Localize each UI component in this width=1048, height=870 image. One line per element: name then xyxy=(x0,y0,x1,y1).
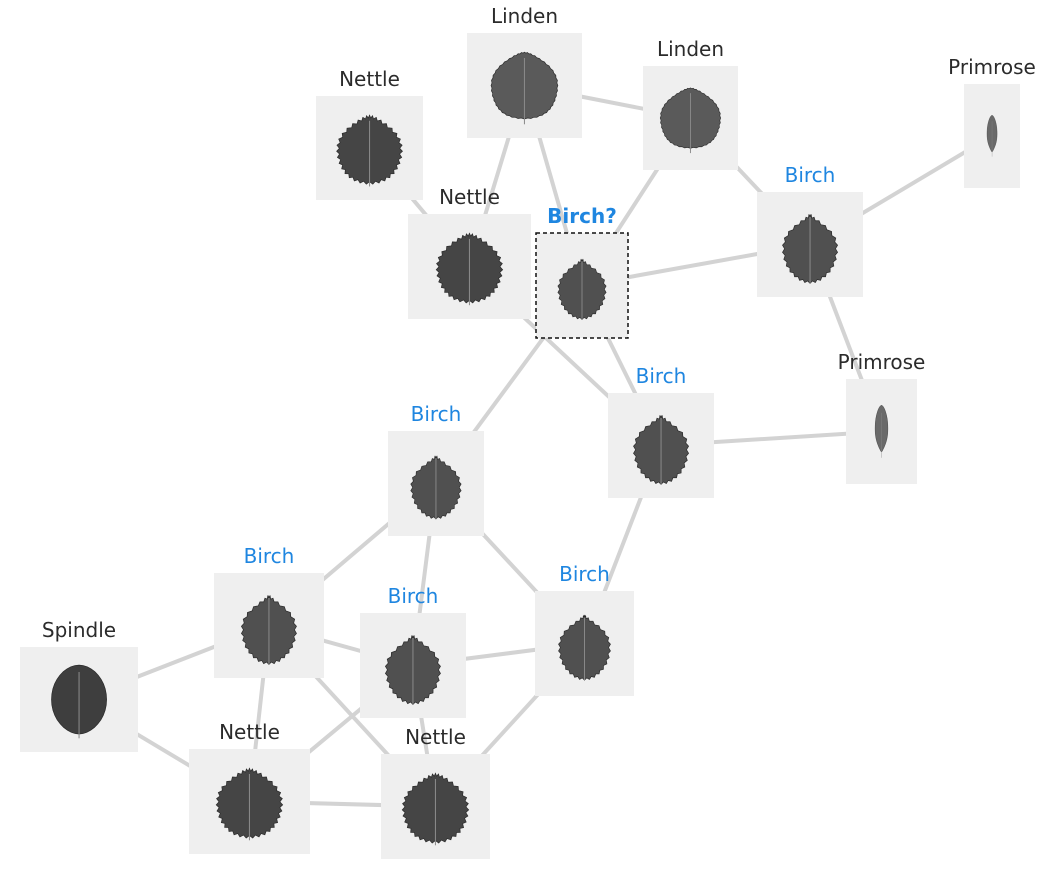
nettle-leaf-icon xyxy=(435,232,504,306)
birch-leaf-icon xyxy=(633,414,690,485)
node-label: Primrose xyxy=(948,55,1036,79)
node-label: Birch xyxy=(559,562,610,586)
node-birch-center: Birch xyxy=(388,402,484,536)
node-birch-right: Birch xyxy=(757,163,863,297)
node-primrose-mid: Primrose xyxy=(838,350,926,484)
node-label: Nettle xyxy=(439,185,500,209)
nettle-leaf-icon xyxy=(215,767,284,841)
node-label: Linden xyxy=(657,37,724,61)
nettle-leaf-icon xyxy=(336,114,403,187)
node-label: Birch xyxy=(388,584,439,608)
primrose-leaf-icon xyxy=(986,115,998,157)
node-birch-lowright: Birch xyxy=(535,562,634,696)
node-label: Birch xyxy=(785,163,836,187)
node-label: Spindle xyxy=(42,618,116,642)
node-label: Nettle xyxy=(405,725,466,749)
node-label: Birch? xyxy=(547,204,617,228)
primrose-leaf-icon xyxy=(874,405,889,458)
node-label: Nettle xyxy=(219,720,280,744)
node-label: Linden xyxy=(491,4,558,28)
node-birch-left: Birch xyxy=(214,544,324,678)
node-birch-lowcenter: Birch xyxy=(360,584,466,718)
birch-leaf-icon xyxy=(558,614,611,681)
node-nettle-bottom: Nettle xyxy=(381,725,490,859)
node-spindle: Spindle xyxy=(20,618,138,752)
spindle-leaf-icon xyxy=(51,664,107,739)
birch-leaf-icon xyxy=(384,635,441,705)
node-linden-right: Linden xyxy=(643,37,738,170)
node-linden-top: Linden xyxy=(467,4,582,138)
node-nettle-center: Nettle xyxy=(408,185,531,319)
node-label: Birch xyxy=(636,364,687,388)
node-nettle-topleft: Nettle xyxy=(316,67,423,200)
birch-leaf-icon xyxy=(410,455,462,520)
birch-leaf-icon xyxy=(240,595,297,665)
linden-leaf-icon xyxy=(490,51,559,125)
node-nettle-bottomleft: Nettle xyxy=(189,720,310,854)
node-label: Birch xyxy=(411,402,462,426)
node-primrose-top: Primrose xyxy=(948,55,1036,188)
node-label: Birch xyxy=(244,544,295,568)
birch-leaf-icon xyxy=(782,213,839,284)
linden-leaf-icon xyxy=(659,87,722,154)
birch-leaf-icon xyxy=(557,258,607,321)
query-highlight-border xyxy=(535,232,629,339)
node-label: Primrose xyxy=(838,350,926,374)
node-label: Nettle xyxy=(339,67,400,91)
node-birch-mid: Birch xyxy=(608,364,714,498)
nodes-layer: Linden Linden Nettle Nettle Birch? Birch Primr… xyxy=(20,4,1036,859)
nettle-leaf-icon xyxy=(401,772,470,846)
node-birch-query: Birch? xyxy=(535,204,629,339)
